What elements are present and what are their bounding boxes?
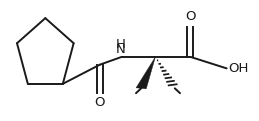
Polygon shape [136, 57, 155, 89]
Text: O: O [185, 10, 196, 23]
Text: N: N [116, 43, 125, 56]
Text: O: O [95, 96, 105, 109]
Text: OH: OH [228, 62, 248, 75]
Text: H: H [116, 38, 125, 51]
